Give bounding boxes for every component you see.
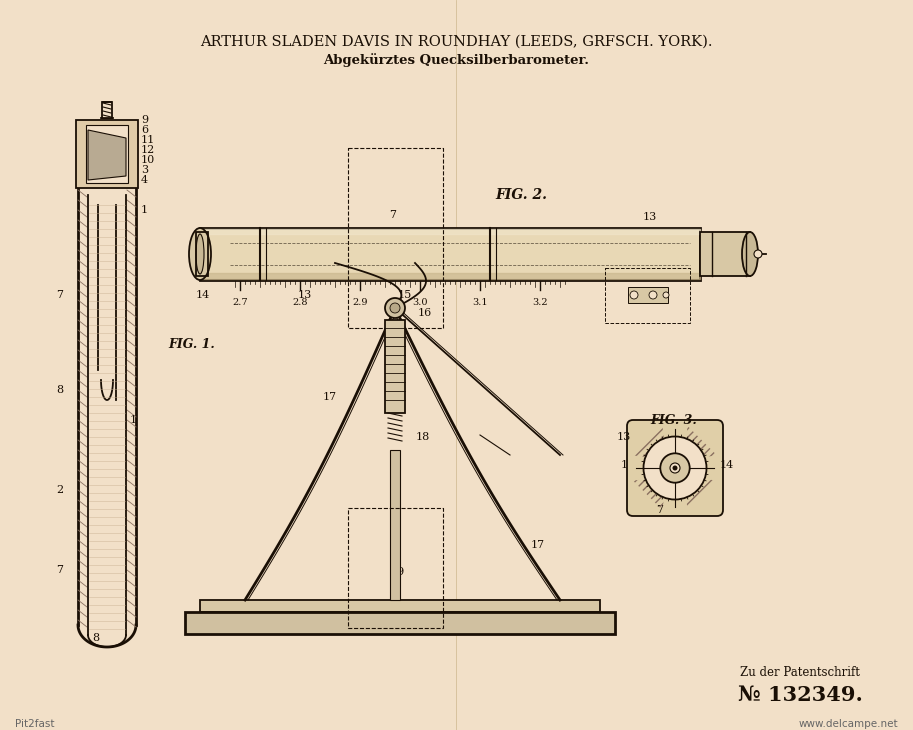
Bar [196, 232, 208, 276]
Text: FIG. 3.: FIG. 3. [650, 413, 697, 426]
Bar [605, 268, 690, 323]
Text: 17: 17 [531, 540, 545, 550]
Bar [628, 287, 668, 303]
Text: 8: 8 [56, 385, 63, 395]
Text: 13: 13 [617, 432, 631, 442]
Text: 13: 13 [643, 212, 657, 222]
Text: 12: 12 [141, 145, 155, 155]
Bar [86, 125, 128, 183]
Bar [185, 612, 615, 634]
Text: 7: 7 [390, 210, 396, 220]
Text: 14: 14 [720, 460, 734, 470]
Text: 17: 17 [323, 392, 337, 402]
Bar [348, 508, 443, 628]
Circle shape [663, 292, 669, 298]
Text: 14: 14 [196, 290, 210, 300]
Circle shape [670, 463, 680, 473]
Circle shape [385, 298, 405, 318]
Ellipse shape [196, 234, 204, 274]
Text: 2.8: 2.8 [292, 298, 308, 307]
Text: 6: 6 [141, 125, 148, 135]
Text: FIG. 1.: FIG. 1. [168, 339, 215, 352]
Text: 9: 9 [744, 250, 751, 260]
Bar [385, 320, 405, 413]
Bar [76, 120, 138, 188]
Text: 4: 4 [141, 175, 148, 185]
Text: 2.7: 2.7 [232, 298, 247, 307]
Text: 13: 13 [298, 290, 312, 300]
Text: www.delcampe.net: www.delcampe.net [798, 719, 898, 729]
Text: № 132349.: № 132349. [738, 685, 863, 705]
Circle shape [644, 437, 707, 499]
Text: 2.9: 2.9 [352, 298, 368, 307]
Text: 7: 7 [656, 505, 664, 515]
Bar [200, 600, 600, 612]
Bar [102, 102, 112, 118]
Text: 1: 1 [141, 205, 148, 215]
Text: 8: 8 [92, 633, 100, 643]
Text: 19: 19 [391, 567, 405, 577]
Bar [200, 228, 700, 280]
Text: Zu der Patentschrift: Zu der Patentschrift [740, 666, 860, 678]
Text: 3.2: 3.2 [532, 298, 548, 307]
Circle shape [630, 291, 638, 299]
Text: 15: 15 [398, 290, 412, 300]
Ellipse shape [742, 232, 758, 276]
Circle shape [649, 291, 657, 299]
Circle shape [673, 466, 677, 471]
Circle shape [390, 303, 400, 313]
Text: 1: 1 [621, 460, 628, 470]
Bar [348, 148, 443, 328]
Text: 16: 16 [418, 308, 432, 318]
Text: FIG. 2.: FIG. 2. [495, 188, 547, 202]
Text: 7: 7 [56, 565, 63, 575]
Circle shape [660, 453, 689, 483]
Text: ARTHUR SLADEN DAVIS IN ROUNDHAY (LEEDS, GRFSCH. YORK).: ARTHUR SLADEN DAVIS IN ROUNDHAY (LEEDS, … [200, 35, 712, 49]
Text: 2: 2 [56, 485, 63, 495]
Text: 1: 1 [130, 415, 137, 425]
Circle shape [754, 250, 762, 258]
Polygon shape [88, 130, 126, 180]
Text: 3: 3 [141, 165, 148, 175]
Text: 18: 18 [416, 432, 430, 442]
Text: 3.0: 3.0 [413, 298, 428, 307]
Text: 11: 11 [141, 135, 155, 145]
Text: 10: 10 [141, 155, 155, 165]
Text: Abgekürztes Quecksilberbarometer.: Abgekürztes Quecksilberbarometer. [323, 53, 589, 67]
Bar [700, 232, 750, 276]
FancyBboxPatch shape [627, 420, 723, 516]
Bar [390, 450, 400, 600]
Text: 9: 9 [141, 115, 148, 125]
Ellipse shape [189, 228, 211, 280]
Text: 3.1: 3.1 [472, 298, 488, 307]
Text: 7: 7 [56, 290, 63, 300]
Text: Pit2fast: Pit2fast [15, 719, 55, 729]
